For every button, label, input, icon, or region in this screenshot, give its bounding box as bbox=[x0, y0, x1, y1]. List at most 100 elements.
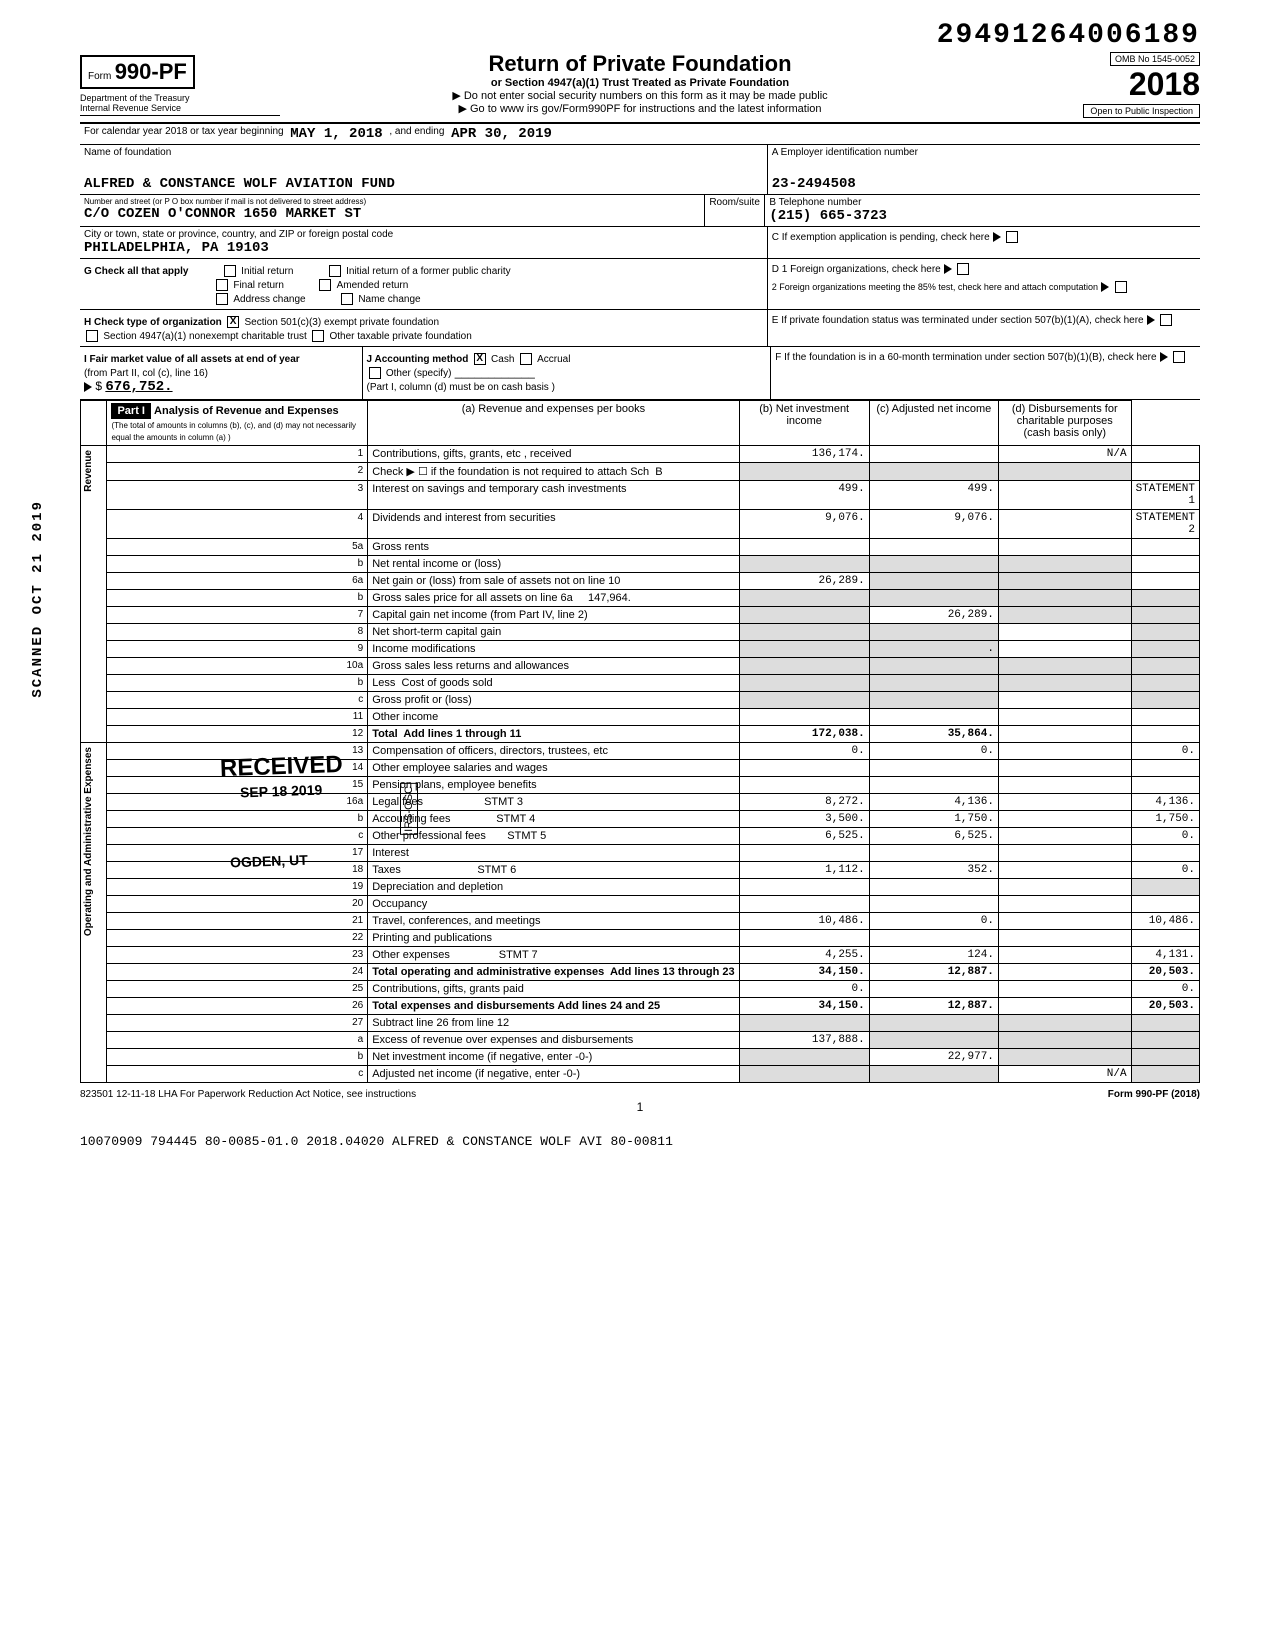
footer: 823501 12-11-18 LHA For Paperwork Reduct… bbox=[80, 1089, 1200, 1100]
form-number-box: Form 990-PF bbox=[80, 55, 195, 89]
document-locator-number: 29491264006189 bbox=[80, 20, 1200, 51]
arrow-icon bbox=[1101, 282, 1109, 292]
arrow-icon bbox=[1160, 352, 1168, 362]
table-row: bGross sales price for all assets on lin… bbox=[81, 590, 1200, 607]
table-row: 18Taxes STMT 61,112.352.0. bbox=[81, 862, 1200, 879]
arrow-icon bbox=[993, 232, 1001, 242]
h-4947-checkbox[interactable] bbox=[86, 330, 98, 342]
e-checkbox[interactable] bbox=[1160, 314, 1172, 326]
arrow-icon bbox=[84, 382, 92, 392]
j-other-checkbox[interactable] bbox=[369, 367, 381, 379]
table-row: 17Interest bbox=[81, 845, 1200, 862]
table-row: bAccounting fees STMT 43,500.1,750.1,750… bbox=[81, 811, 1200, 828]
table-row: 26Total expenses and disbursements Add l… bbox=[81, 998, 1200, 1015]
form-note-1: ▶ Do not enter social security numbers o… bbox=[280, 89, 1000, 102]
name-label: Name of foundation bbox=[84, 147, 763, 158]
table-row: bNet rental income or (loss) bbox=[81, 556, 1200, 573]
city-label: City or town, state or province, country… bbox=[84, 229, 763, 240]
end-date: APR 30, 2019 bbox=[451, 126, 552, 142]
form-subtitle: or Section 4947(a)(1) Trust Treated as P… bbox=[280, 77, 1000, 89]
table-row: 11Other income bbox=[81, 709, 1200, 726]
table-row: 8Net short-term capital gain bbox=[81, 624, 1200, 641]
col-a-header: (a) Revenue and expenses per books bbox=[368, 401, 739, 446]
col-d-header: (d) Disbursements for charitable purpose… bbox=[998, 401, 1131, 446]
g-former-checkbox[interactable] bbox=[329, 265, 341, 277]
g-address-checkbox[interactable] bbox=[216, 293, 228, 305]
col-b-header: (b) Net investment income bbox=[739, 401, 869, 446]
table-row: 9Income modifications. bbox=[81, 641, 1200, 658]
table-row: 22Printing and publications bbox=[81, 930, 1200, 947]
irs-osc-stamp: IRS-OSC bbox=[400, 783, 418, 835]
table-row: 19Depreciation and depletion bbox=[81, 879, 1200, 896]
table-row: cAdjusted net income (if negative, enter… bbox=[81, 1066, 1200, 1083]
table-row: Revenue1Contributions, gifts, grants, et… bbox=[81, 446, 1200, 463]
j-accrual-checkbox[interactable] bbox=[520, 353, 532, 365]
tax-year: 2018 bbox=[1000, 66, 1200, 103]
part1-header: Part I bbox=[111, 403, 151, 419]
table-row: 4Dividends and interest from securities9… bbox=[81, 510, 1200, 539]
f-checkbox[interactable] bbox=[1173, 351, 1185, 363]
table-row: 2Check ▶ ☐ if the foundation is not requ… bbox=[81, 463, 1200, 481]
j-cash-checkbox[interactable]: X bbox=[474, 353, 486, 365]
part1-table: Part I Analysis of Revenue and Expenses … bbox=[80, 400, 1200, 1083]
c-label: C If exemption application is pending, c… bbox=[772, 232, 990, 243]
begin-date: MAY 1, 2018 bbox=[290, 126, 382, 142]
h-501c3-checkbox[interactable]: X bbox=[227, 316, 239, 328]
g-initial-checkbox[interactable] bbox=[224, 265, 236, 277]
table-row: 27Subtract line 26 from line 12 bbox=[81, 1015, 1200, 1032]
scan-line: 10070909 794445 80-0085-01.0 2018.04020 … bbox=[80, 1134, 1200, 1149]
ein-label: A Employer identification number bbox=[772, 147, 1196, 158]
f-label: F If the foundation is in a 60-month ter… bbox=[775, 352, 1156, 363]
calendar-year-row: For calendar year 2018 or tax year begin… bbox=[80, 124, 1200, 145]
table-row: 24Total operating and administrative exp… bbox=[81, 964, 1200, 981]
public-inspection: Open to Public Inspection bbox=[1083, 104, 1200, 118]
d1-checkbox[interactable] bbox=[957, 263, 969, 275]
d1-label: D 1 Foreign organizations, check here bbox=[772, 264, 941, 275]
department-line: Department of the Treasury Internal Reve… bbox=[80, 93, 280, 116]
table-row: 16aLegal fees STMT 38,272.4,136.4,136. bbox=[81, 794, 1200, 811]
table-row: Operating and Administrative Expenses13C… bbox=[81, 743, 1200, 760]
table-row: 25Contributions, gifts, grants paid0.0. bbox=[81, 981, 1200, 998]
omb-number: OMB No 1545-0052 bbox=[1110, 52, 1200, 66]
footer-left: 823501 12-11-18 LHA For Paperwork Reduct… bbox=[80, 1089, 416, 1100]
room-label: Room/suite bbox=[709, 197, 760, 208]
table-row: 14Other employee salaries and wages bbox=[81, 760, 1200, 777]
city-state-zip: PHILADELPHIA, PA 19103 bbox=[84, 240, 763, 256]
table-row: bLess Cost of goods sold bbox=[81, 675, 1200, 692]
fmv-value: 676,752. bbox=[105, 379, 172, 395]
table-row: 10aGross sales less returns and allowanc… bbox=[81, 658, 1200, 675]
d2-label: 2 Foreign organizations meeting the 85% … bbox=[772, 282, 1098, 292]
arrow-icon bbox=[944, 264, 952, 274]
page-number: 1 bbox=[80, 1100, 1200, 1114]
table-row: aExcess of revenue over expenses and dis… bbox=[81, 1032, 1200, 1049]
table-row: 23Other expenses STMT 74,255.124.4,131. bbox=[81, 947, 1200, 964]
table-row: 6aNet gain or (loss) from sale of assets… bbox=[81, 573, 1200, 590]
table-row: cGross profit or (loss) bbox=[81, 692, 1200, 709]
form-title: Return of Private Foundation bbox=[280, 51, 1000, 77]
arrow-icon bbox=[1147, 315, 1155, 325]
ein: 23-2494508 bbox=[772, 176, 1196, 192]
g-name-checkbox[interactable] bbox=[341, 293, 353, 305]
address-label: Number and street (or P O box number if … bbox=[84, 197, 700, 206]
foundation-name: ALFRED & CONSTANCE WOLF AVIATION FUND bbox=[84, 176, 763, 192]
g-final-checkbox[interactable] bbox=[216, 279, 228, 291]
e-label: E If private foundation status was termi… bbox=[772, 315, 1144, 326]
form-note-2: ▶ Go to www irs gov/Form990PF for instru… bbox=[280, 102, 1000, 115]
table-row: bNet investment income (if negative, ent… bbox=[81, 1049, 1200, 1066]
d2-checkbox[interactable] bbox=[1115, 281, 1127, 293]
i-label: I Fair market value of all assets at end… bbox=[84, 354, 300, 365]
j-label: J Accounting method bbox=[367, 354, 469, 365]
tel-label: B Telephone number bbox=[769, 197, 1196, 208]
form-header: Form 990-PF Department of the Treasury I… bbox=[80, 51, 1200, 124]
table-row: 7Capital gain net income (from Part IV, … bbox=[81, 607, 1200, 624]
table-row: 5aGross rents bbox=[81, 539, 1200, 556]
footer-right: Form 990-PF (2018) bbox=[1108, 1089, 1200, 1100]
g-label: G Check all that apply bbox=[84, 266, 188, 277]
address: C/O COZEN O'CONNOR 1650 MARKET ST bbox=[84, 206, 700, 222]
col-c-header: (c) Adjusted net income bbox=[869, 401, 998, 446]
c-checkbox[interactable] bbox=[1006, 231, 1018, 243]
h-other-checkbox[interactable] bbox=[312, 330, 324, 342]
table-row: 20Occupancy bbox=[81, 896, 1200, 913]
g-amended-checkbox[interactable] bbox=[319, 279, 331, 291]
table-row: 12Total Add lines 1 through 11172,038.35… bbox=[81, 726, 1200, 743]
